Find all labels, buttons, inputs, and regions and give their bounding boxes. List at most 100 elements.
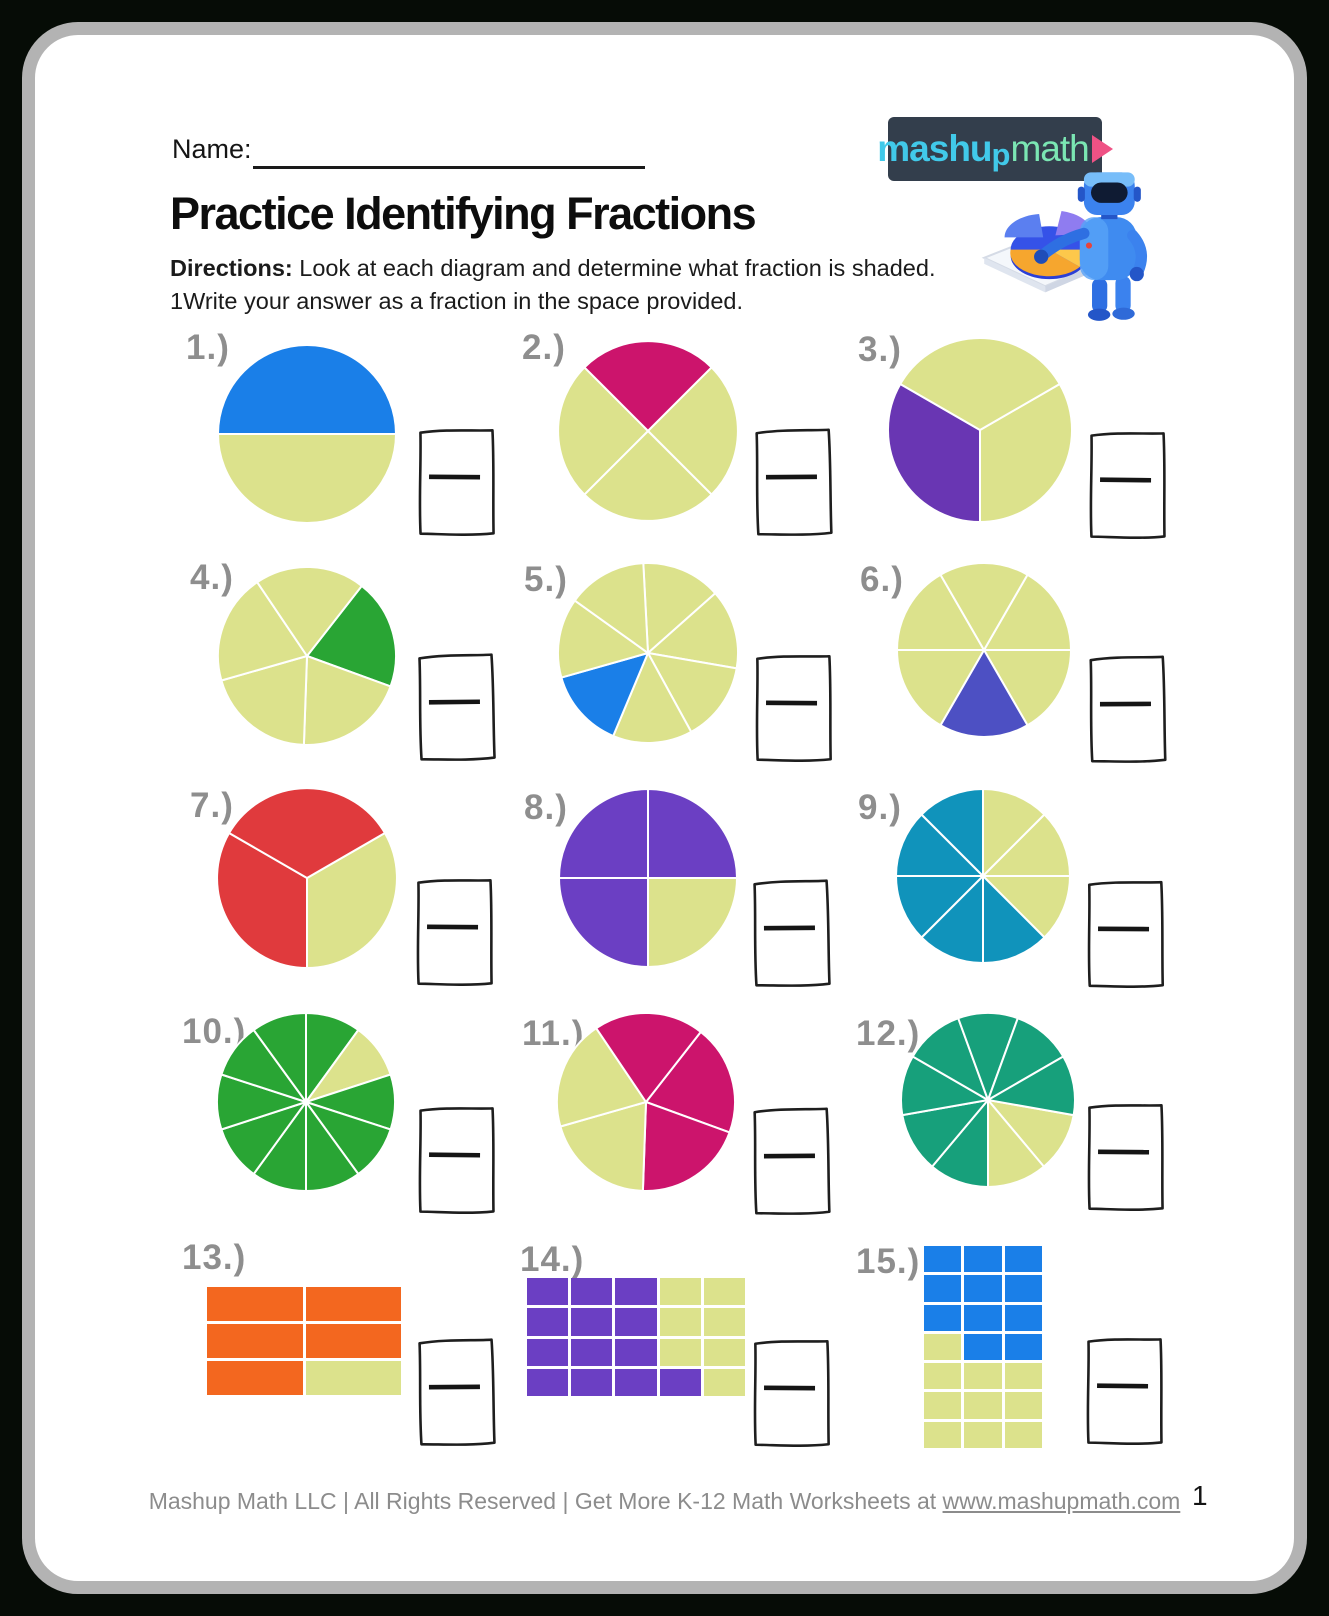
pie-slice bbox=[895, 875, 984, 939]
grid-cell-shaded bbox=[527, 1338, 569, 1366]
pie-slice bbox=[306, 584, 397, 688]
fraction-grid-13 bbox=[207, 1287, 401, 1395]
answer-box-8[interactable] bbox=[749, 876, 834, 991]
pie-slice bbox=[899, 337, 1061, 431]
grid-cell-unshaded bbox=[1004, 1363, 1042, 1390]
pie-slice-yellow bbox=[1049, 249, 1089, 267]
pie-slice bbox=[573, 562, 649, 654]
pie-chart-5 bbox=[557, 562, 740, 744]
grid-cell-shaded bbox=[924, 1275, 962, 1302]
answer-box-outline bbox=[755, 428, 833, 536]
grid-cell-unshaded bbox=[924, 1333, 962, 1361]
answer-box-4[interactable] bbox=[413, 650, 498, 765]
pie-chart-6 bbox=[896, 562, 1072, 738]
pie-slice bbox=[647, 652, 738, 733]
directions-text: Directions: Look at each diagram and det… bbox=[170, 252, 1040, 319]
grid-cell-unshaded bbox=[659, 1338, 701, 1366]
problem-label-13: 13.) bbox=[182, 1238, 247, 1277]
grid-cell-shaded bbox=[615, 1278, 657, 1306]
answer-box-9[interactable] bbox=[1083, 877, 1168, 991]
grid-cell-shaded bbox=[207, 1361, 303, 1395]
answer-box-outline bbox=[1087, 880, 1165, 988]
pie-chart-9 bbox=[895, 788, 1071, 964]
grid-cell-shaded bbox=[964, 1333, 1002, 1361]
pie-chart-4 bbox=[216, 565, 397, 746]
grid-cell-unshaded bbox=[659, 1278, 701, 1306]
answer-box-1[interactable] bbox=[414, 425, 499, 540]
pie-slice-orange bbox=[1010, 249, 1080, 277]
pie-slice bbox=[220, 655, 308, 746]
grid-cell-shaded bbox=[527, 1308, 569, 1336]
robot-illustration bbox=[981, 172, 1147, 321]
pie-slice bbox=[252, 1012, 307, 1103]
grid-cell-shaded bbox=[207, 1324, 303, 1358]
grid-cell-shaded bbox=[207, 1287, 303, 1321]
fraction-line bbox=[429, 1152, 481, 1158]
answer-box-5[interactable] bbox=[751, 651, 836, 766]
answer-box-11[interactable] bbox=[749, 1104, 834, 1219]
grid-cell-shaded bbox=[571, 1338, 613, 1366]
pie-slice bbox=[612, 652, 693, 744]
pie-slice bbox=[895, 813, 984, 877]
grid-cell-shaded bbox=[964, 1304, 1002, 1331]
answer-box-outline bbox=[418, 1107, 495, 1215]
grid-cell-shaded bbox=[615, 1338, 657, 1366]
answer-box-outline bbox=[753, 1339, 830, 1447]
name-input-line[interactable] bbox=[253, 166, 645, 169]
pie-slice bbox=[228, 787, 386, 879]
grid-cell-shaded bbox=[1004, 1333, 1042, 1361]
grid-cell-shaded bbox=[305, 1287, 401, 1321]
answer-box-3[interactable] bbox=[1084, 428, 1169, 543]
pie-slice bbox=[983, 649, 1072, 727]
pie-slice bbox=[647, 877, 738, 968]
answer-box-10[interactable] bbox=[413, 1103, 498, 1218]
pie-chart-3 bbox=[886, 337, 1074, 523]
pie-slice bbox=[896, 573, 985, 651]
pie-slice bbox=[216, 581, 308, 682]
footer-link[interactable]: www.mashupmath.com bbox=[942, 1488, 1181, 1514]
pie-slice bbox=[595, 1011, 702, 1103]
pie-slice bbox=[647, 592, 740, 670]
answer-box-outline bbox=[1089, 655, 1167, 763]
pie-slice bbox=[558, 877, 649, 968]
pie-chart-8 bbox=[558, 788, 738, 968]
grid-cell-shaded bbox=[305, 1324, 401, 1358]
answer-box-outline bbox=[418, 1338, 496, 1446]
grid-cell-unshaded bbox=[1004, 1421, 1042, 1448]
grid-cell-unshaded bbox=[924, 1421, 962, 1448]
pie-slice bbox=[558, 788, 649, 879]
grid-cell-shaded bbox=[615, 1368, 657, 1396]
answer-box-12[interactable] bbox=[1083, 1100, 1168, 1215]
grid-cell-unshaded bbox=[1004, 1392, 1042, 1419]
problem-label-11: 11.) bbox=[522, 1014, 585, 1053]
pie-slice bbox=[982, 813, 1071, 877]
answer-box-14[interactable] bbox=[749, 1336, 834, 1451]
answer-box-outline bbox=[418, 653, 496, 761]
pie-slice bbox=[256, 565, 363, 657]
pie-slice bbox=[647, 366, 739, 496]
name-label: Name: bbox=[172, 134, 252, 164]
answer-box-outline bbox=[1087, 1104, 1164, 1211]
answer-box-6[interactable] bbox=[1085, 652, 1170, 766]
answer-box-7[interactable] bbox=[412, 875, 497, 990]
pie-slice bbox=[982, 875, 1046, 964]
answer-box-15[interactable] bbox=[1081, 1334, 1166, 1449]
grid-cell-shaded bbox=[571, 1308, 613, 1336]
answer-box-2[interactable] bbox=[751, 425, 836, 540]
problem-label-2: 2.) bbox=[522, 328, 566, 367]
grid-cell-unshaded bbox=[964, 1392, 1002, 1419]
answer-box-outline bbox=[753, 879, 831, 987]
answer-box-13[interactable] bbox=[414, 1335, 499, 1450]
problem-label-3: 3.) bbox=[858, 330, 902, 369]
answer-box-outline bbox=[418, 429, 495, 536]
grid-cell-shaded bbox=[527, 1278, 569, 1306]
robot-visor bbox=[1091, 182, 1128, 203]
grid-cell-unshaded bbox=[703, 1308, 745, 1336]
mashupmath-logo: mashu p math bbox=[877, 117, 1113, 181]
pie-slice bbox=[217, 344, 397, 435]
pie-chart-7 bbox=[216, 787, 398, 969]
pie-slice bbox=[920, 875, 984, 964]
play-icon bbox=[1091, 135, 1113, 163]
pie-slice bbox=[982, 788, 1046, 877]
